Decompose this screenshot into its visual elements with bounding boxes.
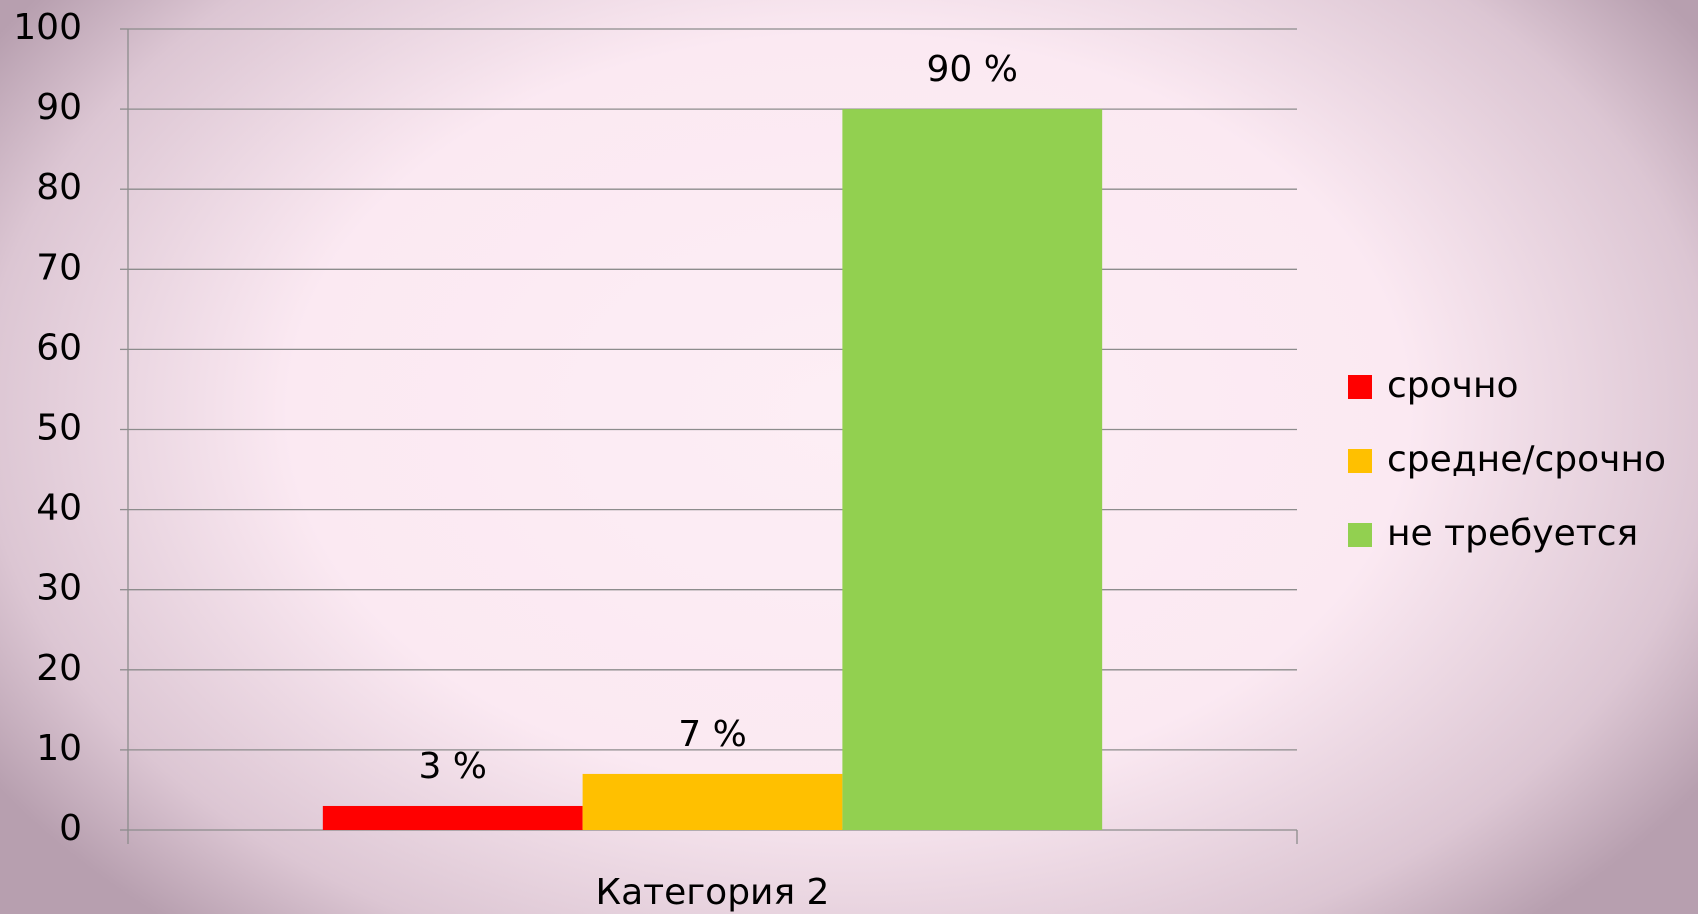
legend-label: не требуется — [1387, 513, 1638, 554]
y-tick-label: 20 — [36, 648, 82, 689]
value-label: 90 % — [927, 49, 1018, 90]
y-tick-label: 50 — [36, 408, 82, 449]
y-tick-label: 10 — [36, 728, 82, 769]
y-tick-label: 70 — [36, 247, 82, 288]
legend-label: срочно — [1387, 365, 1519, 406]
legend-swatch — [1348, 375, 1372, 399]
y-tick-label: 90 — [36, 87, 82, 128]
legend-label: средне/срочно — [1387, 439, 1666, 480]
legend-swatch — [1348, 523, 1372, 547]
y-tick-label: 30 — [36, 568, 82, 609]
x-tick-label: Категория 2 — [596, 872, 830, 913]
bar — [842, 109, 1103, 831]
y-tick-label: 80 — [36, 167, 82, 208]
value-label: 7 % — [678, 714, 747, 755]
bar — [582, 773, 843, 830]
value-label: 3 % — [418, 746, 487, 787]
y-tick-label: 100 — [13, 7, 82, 48]
y-tick-label: 60 — [36, 327, 82, 368]
y-tick-label: 0 — [59, 808, 82, 849]
legend-swatch — [1348, 449, 1372, 473]
bar — [322, 805, 583, 830]
y-tick-label: 40 — [36, 488, 82, 529]
